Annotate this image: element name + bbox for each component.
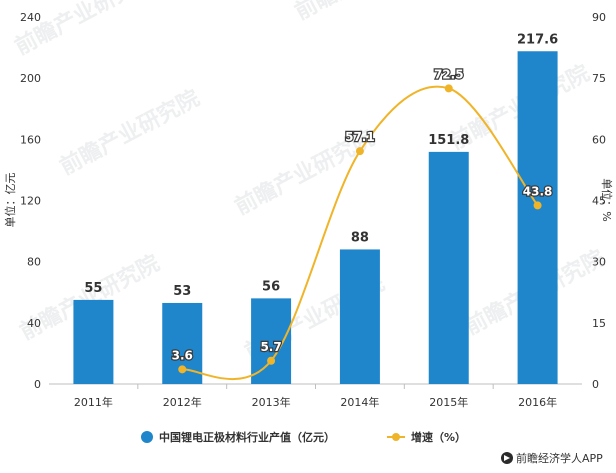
right-axis-tick-label: 60 xyxy=(592,133,606,146)
bar xyxy=(517,51,558,385)
watermark-text: 前瞻产业研究院 xyxy=(291,0,439,25)
bar-value-label: 56 xyxy=(262,279,280,294)
watermark-text: 前瞻产业研究院 xyxy=(56,85,204,180)
right-axis-tick-label: 75 xyxy=(592,72,606,85)
line-value-label: 57.1 xyxy=(345,130,375,144)
bar-value-label: 217.6 xyxy=(517,32,558,47)
axes: 0 40 80 120 160 200 240 0 15 30 45 60 75 90 单位：亿元 单位：% 2… xyxy=(3,11,614,409)
left-axis-tick-label: 160 xyxy=(20,133,41,146)
x-axis-tick-label: 2015年 xyxy=(429,395,468,409)
bar xyxy=(73,299,114,384)
source-text: 前瞻经济学人APP xyxy=(516,451,603,465)
line-series xyxy=(178,84,542,381)
line-value-label: 3.6 xyxy=(172,348,193,362)
data-labels: 55 53 56 88 151.8 217.6 3.6 5.7 57.1 72.5 43.8 xyxy=(84,32,558,363)
bar-value-label: 88 xyxy=(351,230,369,245)
right-axis-tick-label: 30 xyxy=(592,256,606,269)
right-axis-tick-label: 45 xyxy=(592,195,606,208)
left-axis-tick-label: 120 xyxy=(20,195,41,208)
right-axis-tick-label: 15 xyxy=(592,317,606,330)
x-axis-tick-label: 2011年 xyxy=(74,395,113,409)
line-point xyxy=(533,201,542,210)
bar-value-label: 151.8 xyxy=(428,133,469,148)
right-axis-tick-label: 90 xyxy=(592,11,606,24)
x-axis-tick-label: 2016年 xyxy=(518,395,557,409)
legend-bar-marker xyxy=(141,431,153,443)
left-axis-tick-label: 200 xyxy=(20,72,41,85)
legend: 中国锂电正极材料行业产值（亿元） 增速（%） xyxy=(141,430,466,444)
legend-label: 增速（%） xyxy=(411,430,466,444)
line-point xyxy=(267,356,276,365)
left-axis-tick-label: 0 xyxy=(34,378,41,391)
line-value-label: 5.7 xyxy=(260,340,281,354)
left-axis-tick-label: 40 xyxy=(27,317,41,330)
logo-mark xyxy=(504,455,510,461)
line-point xyxy=(355,147,364,156)
bar-value-label: 55 xyxy=(84,281,102,296)
watermark-text: 前瞻产业研究院 xyxy=(11,0,159,60)
legend-label: 中国锂电正极材料行业产值（亿元） xyxy=(159,430,335,444)
bar-value-label: 53 xyxy=(173,284,191,299)
source-credit: 前瞻经济学人APP xyxy=(501,451,603,465)
line-point xyxy=(444,84,453,93)
line-value-label: 72.5 xyxy=(434,67,464,81)
x-axis-tick-label: 2012年 xyxy=(163,395,202,409)
right-axis-tick-label: 0 xyxy=(592,378,599,391)
line-value-label: 43.8 xyxy=(523,184,553,198)
line-point xyxy=(178,365,187,374)
x-axis-tick-label: 2014年 xyxy=(340,395,379,409)
left-axis-title: 单位：亿元 xyxy=(3,173,17,228)
bar xyxy=(251,298,292,384)
x-axis-tick-label: 2013年 xyxy=(252,395,291,409)
right-axis-title: 单位：% xyxy=(600,178,614,221)
legend-line-dot xyxy=(392,433,400,441)
left-axis-tick-label: 80 xyxy=(27,256,41,269)
bar-series xyxy=(73,51,558,385)
left-axis-tick-label: 240 xyxy=(20,11,41,24)
bar xyxy=(339,249,380,384)
bar xyxy=(428,151,469,384)
